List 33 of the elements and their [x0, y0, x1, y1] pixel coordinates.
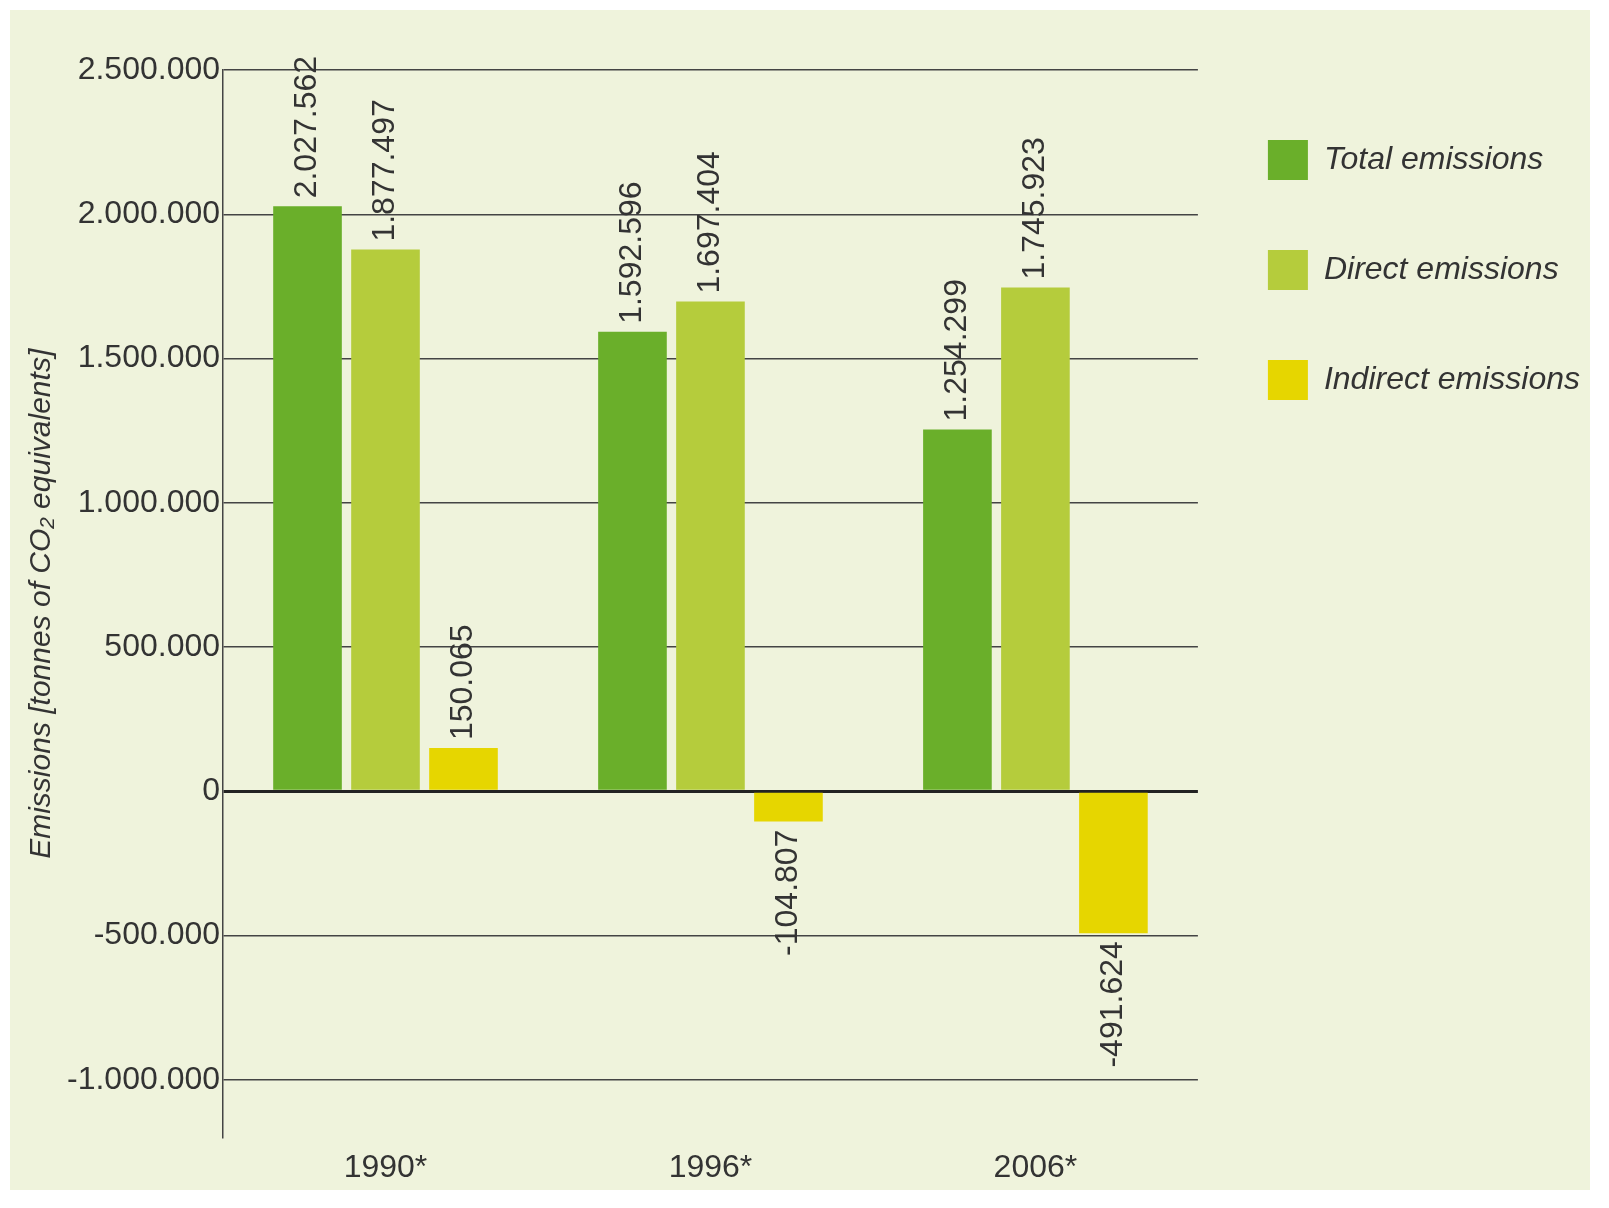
data-label: 1.745.923 [1015, 137, 1052, 280]
x-tick-label: 1996* [668, 1147, 753, 1184]
legend-label: Direct emissions [1323, 249, 1559, 286]
data-label: 1.697.404 [690, 151, 727, 294]
data-label: 1.592.596 [612, 181, 649, 324]
legend-label: Indirect emissions [1323, 359, 1580, 396]
y-tick-label: 500.000 [104, 626, 221, 663]
y-tick-label: 2.500.000 [77, 49, 221, 86]
y-tick-label: 1.500.000 [77, 338, 221, 375]
x-tick-label: 1990* [343, 1147, 428, 1184]
bar [598, 331, 667, 790]
y-axis-title: Emissions [tonnes of CO₂ equivalents] [23, 348, 57, 859]
data-label: -491.624 [1093, 941, 1130, 1068]
bar [676, 301, 745, 790]
bar [1079, 792, 1148, 934]
y-tick-label: -1.000.000 [67, 1059, 221, 1096]
data-label: -104.807 [768, 829, 805, 956]
bar [351, 249, 420, 790]
bar [429, 748, 498, 790]
y-tick-label: -500.000 [93, 915, 221, 952]
data-label: 150.065 [443, 624, 480, 741]
y-tick-label: 1.000.000 [77, 482, 221, 519]
legend-label: Total emissions [1323, 139, 1544, 176]
y-tick-label: 0 [202, 771, 221, 808]
data-label: 1.254.299 [937, 279, 974, 422]
bar [754, 792, 823, 822]
bar [923, 429, 992, 790]
x-tick-label: 2006* [993, 1147, 1078, 1184]
data-label: 1.877.497 [365, 99, 402, 242]
bar [273, 206, 342, 790]
data-label: 2.027.562 [287, 55, 324, 199]
bar [1001, 287, 1070, 790]
y-tick-label: 2.000.000 [77, 194, 221, 231]
